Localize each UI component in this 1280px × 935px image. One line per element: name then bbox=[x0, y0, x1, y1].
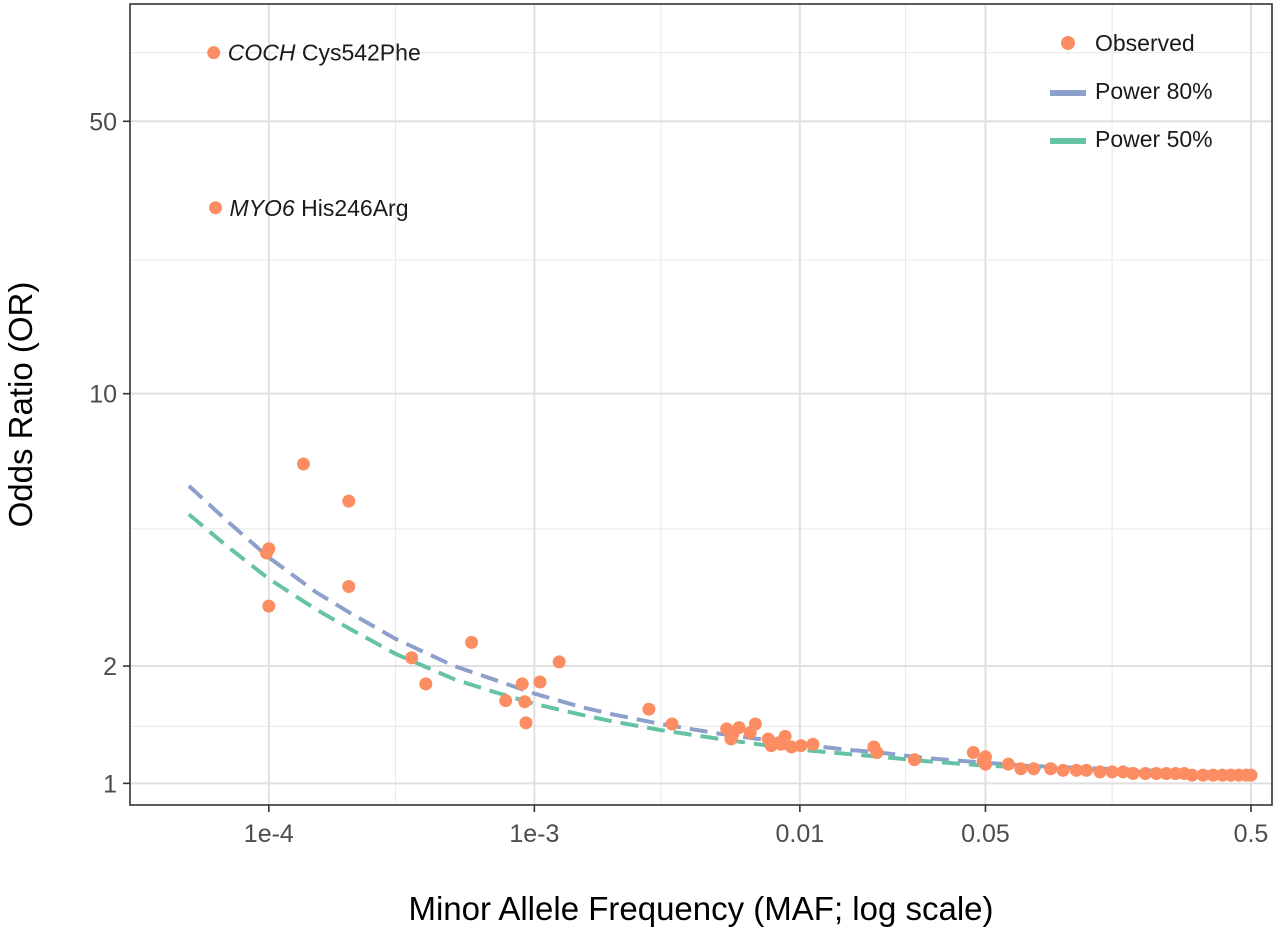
observed-point bbox=[806, 737, 820, 751]
observed-point bbox=[1056, 763, 1070, 777]
annotation-gene-name: COCH bbox=[228, 40, 296, 66]
observed-point bbox=[209, 201, 223, 215]
x-axis-title: Minor Allele Frequency (MAF; log scale) bbox=[408, 890, 993, 927]
legend-label-power-50: Power 50% bbox=[1095, 126, 1213, 152]
x-axis-ticks: 1e-4 1e-3 0.01 0.05 0.5 bbox=[244, 805, 1269, 848]
observed-point bbox=[642, 702, 656, 716]
x-tick-label: 1e-3 bbox=[509, 820, 559, 848]
observed-point bbox=[907, 753, 921, 767]
observed-point bbox=[794, 739, 808, 753]
observed-point bbox=[1014, 762, 1028, 776]
observed-point bbox=[966, 746, 980, 760]
legend: Observed Power 80% Power 50% bbox=[1050, 30, 1213, 152]
annotation-variant-name: Cys542Phe bbox=[295, 40, 420, 66]
y-axis-title: Odds Ratio (OR) bbox=[2, 282, 39, 528]
observed-point bbox=[1185, 768, 1199, 782]
observed-point bbox=[1093, 765, 1107, 779]
observed-point bbox=[732, 721, 746, 735]
observed-point bbox=[1206, 768, 1220, 782]
observed-point bbox=[296, 457, 310, 471]
observed-point bbox=[764, 739, 778, 753]
observed-point bbox=[342, 494, 356, 508]
observed-point bbox=[533, 675, 547, 689]
observed-point bbox=[1244, 768, 1258, 782]
y-tick-label: 1 bbox=[103, 770, 117, 798]
variant-annotation-coch: COCH Cys542Phe bbox=[228, 40, 421, 66]
y-axis-ticks: 1 2 10 50 bbox=[89, 108, 130, 798]
variant-annotation-myo6: MYO6 His246Arg bbox=[230, 195, 409, 221]
observed-point bbox=[260, 546, 274, 560]
observed-point bbox=[405, 651, 419, 665]
x-tick-label: 1e-4 bbox=[244, 820, 294, 848]
observed-point bbox=[774, 737, 788, 751]
observed-point bbox=[1105, 765, 1119, 779]
observed-point bbox=[1069, 763, 1083, 777]
y-tick-label: 10 bbox=[89, 381, 117, 409]
observed-point bbox=[1044, 762, 1058, 776]
observed-point bbox=[552, 655, 566, 669]
minor-gridlines bbox=[130, 4, 1272, 805]
y-tick-label: 50 bbox=[89, 108, 117, 136]
observed-point bbox=[515, 677, 529, 691]
x-tick-label: 0.5 bbox=[1234, 820, 1269, 848]
x-tick-label: 0.05 bbox=[961, 820, 1010, 848]
observed-points bbox=[207, 46, 1258, 782]
plot-panel bbox=[130, 4, 1272, 805]
legend-key-observed bbox=[1061, 36, 1075, 50]
observed-point bbox=[743, 726, 757, 740]
observed-point bbox=[1149, 767, 1163, 781]
observed-point bbox=[207, 46, 221, 60]
legend-label-power-80: Power 80% bbox=[1095, 78, 1213, 104]
observed-point bbox=[1159, 767, 1173, 781]
observed-point bbox=[262, 599, 276, 613]
observed-point bbox=[785, 740, 799, 754]
power-80-curve bbox=[187, 484, 1252, 776]
observed-point bbox=[1196, 768, 1210, 782]
observed-point bbox=[1116, 765, 1130, 779]
observed-point bbox=[1126, 767, 1140, 781]
plot-panel-border bbox=[129, 3, 1273, 806]
observed-point bbox=[1138, 767, 1152, 781]
x-tick-label: 0.01 bbox=[776, 820, 825, 848]
observed-point bbox=[870, 746, 884, 760]
major-gridlines bbox=[130, 4, 1272, 805]
observed-point bbox=[342, 580, 356, 594]
observed-point bbox=[465, 635, 479, 649]
annotation-gene-name: MYO6 bbox=[230, 195, 295, 221]
observed-point bbox=[1079, 763, 1093, 777]
observed-point bbox=[519, 716, 533, 730]
annotation-variant-name: His246Arg bbox=[295, 195, 409, 221]
observed-point bbox=[518, 695, 532, 709]
observed-point bbox=[978, 757, 992, 771]
observed-point bbox=[1001, 757, 1015, 771]
observed-point bbox=[724, 732, 738, 746]
observed-point bbox=[1027, 762, 1041, 776]
y-tick-label: 2 bbox=[103, 653, 117, 681]
variant-annotations: COCH Cys542Phe MYO6 His246Arg bbox=[228, 40, 421, 221]
legend-label-observed: Observed bbox=[1095, 30, 1195, 56]
observed-point bbox=[665, 717, 679, 731]
observed-point bbox=[419, 677, 433, 691]
observed-point bbox=[499, 694, 513, 708]
